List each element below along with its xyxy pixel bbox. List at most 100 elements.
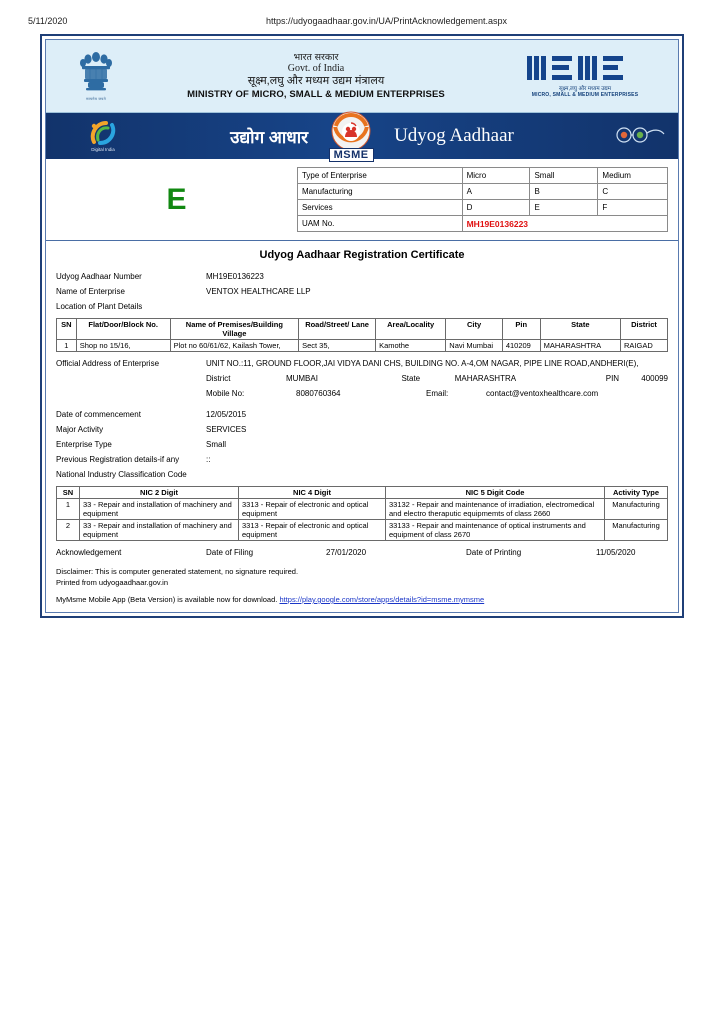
col-nic-5-digit: NIC 5 Digit Code [385,486,605,499]
emblem-caption: सत्यमेव जयते [86,97,106,101]
banner-title-english: Udyog Aadhaar [394,125,514,146]
govt-of-india-hindi: भारत सरकार [293,51,339,63]
col-city: City [445,318,503,340]
pin-label: PIN [605,374,620,383]
col-nic-2-digit: NIC 2 Digit [79,486,239,499]
uam-no-label: UAM No. [296,215,463,232]
col-district: District [620,318,668,340]
date-of-printing-value: 11/05/2020 [596,548,636,557]
col-area: Area/Locality [375,318,447,340]
mymsme-app-link[interactable]: https://play.google.com/store/apps/detai… [279,595,485,604]
field-value [206,299,668,314]
col-pin: Pin [501,318,541,340]
digital-india-logo: Digital India [58,120,148,152]
date-of-printing-label: Date of Printing [466,548,522,557]
col-sn: SN [56,486,80,499]
official-address-section: Official Address of Enterprise UNIT NO.:… [56,356,668,401]
cell-pin: 410209 [501,339,541,352]
district-value: MUMBAI [285,374,318,383]
table-row: Manufacturing A B C [296,183,668,200]
services-medium-code: F [597,199,668,216]
cell-nic-2: 33 - Repair and installation of machiner… [79,498,239,520]
certificate-body: Udyog Aadhaar Registration Certificate U… [46,241,678,612]
field-major-activity: Major Activity SERVICES [56,422,668,437]
email-value: contact@ventoxhealthcare.com [486,389,599,398]
field-value: MH19E0136223 [206,272,264,281]
field-udyog-aadhaar-number: Udyog Aadhaar Number MH19E0136223 [56,269,668,284]
cell-state: MAHARASHTRA [539,339,622,352]
cell-flat: Shop no 15/16, [75,339,171,352]
table-header-row: SN Flat/Door/Block No. Name of Premises/… [56,318,668,340]
cell-sn: 1 [56,339,77,352]
medium-label: Medium [597,167,668,184]
enterprise-type-section: E Type of Enterprise Micro Small Medium … [46,159,678,241]
digital-india-label: Digital India [91,147,115,152]
cell-district: RAIGAD [620,339,668,352]
field-value: 12/05/2015 [206,410,247,419]
field-name-of-enterprise: Name of Enterprise VENTOX HEALTHCARE LLP [56,284,668,299]
field-value: Small [206,440,227,449]
table-row: 1 33 - Repair and installation of machin… [56,498,668,520]
msme-logo: सूक्ष्म,लघु और मध्यम उद्यम MICRO, SMALL … [510,54,660,98]
govt-of-india-english: Govt. of India [287,63,345,75]
micro-label: Micro [461,167,531,184]
field-date-of-commencement: Date of commencement 12/05/2015 [56,407,668,422]
make-in-india-logo [596,123,666,149]
nic-classification-table: SN NIC 2 Digit NIC 4 Digit NIC 5 Digit C… [56,486,668,541]
small-label: Small [529,167,599,184]
print-date: 5/11/2020 [28,16,68,26]
certificate-container: सत्यमेव जयते भारत सरकार Govt. of India स… [40,34,684,618]
page-title: Udyog Aadhaar Registration Certificate [259,249,465,261]
cell-city: Navi Mumbai [445,339,503,352]
acknowledgement-label: Acknowledgement [56,548,122,557]
ministry-name-hindi: सूक्ष्म,लघु और मध्यम उद्यम मंत्रालय [247,75,385,88]
enterprise-category-letter: E [166,182,187,216]
field-location-of-plant-details: Location of Plant Details [56,299,668,314]
disclaimer-line-1: Disclaimer: This is computer generated s… [56,567,299,576]
cell-activity-type: Manufacturing [604,519,668,541]
udyog-aadhaar-seal-icon: MSME [322,111,380,162]
cell-nic-4: 3313 - Repair of electronic and optical … [238,519,386,541]
type-of-enterprise-label: Type of Enterprise [296,167,463,184]
services-label: Services [296,199,463,216]
enterprise-type-table: Type of Enterprise Micro Small Medium Ma… [296,167,669,232]
table-row: UAM No. MH19E0136223 [296,215,669,232]
state-label: State [401,374,421,383]
col-flat: Flat/Door/Block No. [75,318,171,340]
col-activity-type: Activity Type [604,486,668,499]
cell-area: Kamothe [375,339,447,352]
field-previous-registration: Previous Registration details-if any :: [56,452,668,467]
udyog-aadhaar-banner: Digital India उद्योग आधार MSME Udyog Aad… [46,111,678,162]
browser-print-header: 5/11/2020 https://udyogaadhaar.gov.in/UA… [0,0,724,34]
print-url: https://udyogaadhaar.gov.in/UA/PrintAckn… [266,16,507,26]
official-address-contact-row: Mobile No: 8080760364 Email: contact@ven… [56,386,668,401]
district-label: District [206,374,231,383]
col-premises: Name of Premises/Building Village [169,318,300,340]
table-row: Services D E F [296,199,668,216]
field-label: Major Activity [56,425,104,434]
banner-title-hindi: उद्योग आधार [230,127,309,147]
official-address-value: UNIT NO.:11, GROUND FLOOR,JAI VIDYA DANI… [206,359,639,368]
cell-activity-type: Manufacturing [604,498,668,520]
field-value: VENTOX HEALTHCARE LLP [206,287,311,296]
india-state-emblem-icon: सत्यमेव जयते [70,50,122,102]
cell-nic-5: 33132 - Repair and maintenance of irradi… [385,498,605,520]
msme-logo-icon [527,56,623,80]
field-value: :: [206,455,211,464]
manufacturing-micro-code: A [461,183,531,200]
cell-nic-4: 3313 - Repair of electronic and optical … [238,498,386,520]
table-row: 1 Shop no 15/16, Plot no 60/61/62, Kaila… [56,339,668,352]
disclaimer-block: Disclaimer: This is computer generated s… [56,566,668,588]
state-value: MAHARASHTRA [454,374,517,383]
field-label: Udyog Aadhaar Number [56,272,142,281]
acknowledgement-row: Acknowledgement Date of Filing 27/01/202… [56,545,668,560]
ministry-name-english: MINISTRY OF MICRO, SMALL & MEDIUM ENTERP… [187,88,445,100]
make-in-india-icon [616,127,665,143]
government-header: सत्यमेव जयते भारत सरकार Govt. of India स… [46,40,678,113]
pin-value: 400099 [641,374,668,383]
col-state: State [539,318,622,340]
mymsme-app-block: MyMsme Mobile App (Beta Version) is avai… [56,595,668,604]
field-label: Name of Enterprise [56,287,125,296]
field-label: Location of Plant Details [56,302,143,311]
official-address-district-row: District MUMBAI State MAHARASHTRA PIN 40… [56,371,668,386]
